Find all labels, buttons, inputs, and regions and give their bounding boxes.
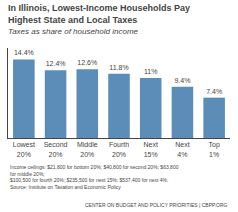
svg-text:Fourth20%: Fourth20%: [109, 141, 129, 157]
svg-text:Second20%: Second20%: [44, 141, 68, 157]
svg-text:9.4%: 9.4%: [174, 77, 190, 84]
svg-text:11.8%: 11.8%: [109, 64, 128, 71]
svg-text:Next4%: Next4%: [175, 141, 189, 157]
svg-text:In Illinois, Lowest-Income Hou: In Illinois, Lowest-Income Households Pa…: [8, 3, 190, 36]
svg-text:Middle20%: Middle20%: [77, 141, 98, 157]
svg-text:Income ceilings: $21,800 for b: Income ceilings: $21,800 for bottom 20%;…: [10, 164, 179, 190]
svg-text:Lowest20%: Lowest20%: [13, 141, 35, 157]
svg-text:Next15%: Next15%: [144, 141, 158, 157]
svg-text:12.6%: 12.6%: [77, 59, 97, 66]
svg-text:12.4%: 12.4%: [46, 60, 66, 67]
svg-text:7.4%: 7.4%: [206, 88, 222, 95]
svg-text:11%: 11%: [144, 68, 158, 75]
svg-text:Top1%: Top1%: [208, 141, 219, 157]
svg-text:CENTER ON BUDGET AND POLICY PR: CENTER ON BUDGET AND POLICY PRIORITIES |…: [85, 202, 228, 208]
svg-text:14.4%: 14.4%: [14, 49, 34, 56]
